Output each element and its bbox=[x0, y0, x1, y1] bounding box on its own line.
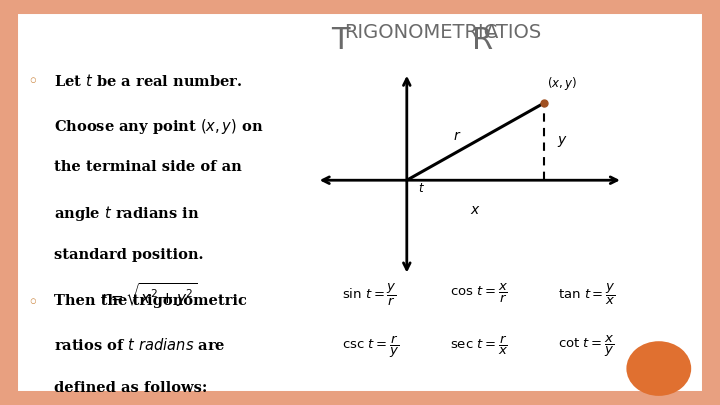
Text: ATIOS: ATIOS bbox=[485, 23, 542, 43]
Text: $(x, y)$: $(x, y)$ bbox=[547, 75, 577, 92]
Text: ◦: ◦ bbox=[27, 294, 38, 311]
Text: Let $t$ be a real number.: Let $t$ be a real number. bbox=[54, 73, 243, 89]
Text: $x$: $x$ bbox=[470, 202, 480, 217]
Ellipse shape bbox=[626, 341, 691, 396]
Text: Choose any point $(x,y)$ on: Choose any point $(x,y)$ on bbox=[54, 117, 264, 136]
Text: $\cot\, t = \dfrac{x}{y}$: $\cot\, t = \dfrac{x}{y}$ bbox=[558, 334, 614, 359]
Text: RIGONOMETRIC: RIGONOMETRIC bbox=[344, 23, 498, 43]
Text: $r$: $r$ bbox=[453, 129, 462, 143]
Text: $t$: $t$ bbox=[418, 182, 426, 195]
Text: the terminal side of an: the terminal side of an bbox=[54, 160, 242, 175]
Text: defined as follows:: defined as follows: bbox=[54, 381, 207, 395]
Text: ◦: ◦ bbox=[27, 73, 38, 91]
Text: R: R bbox=[472, 26, 493, 55]
Text: ratios of $t$ $radians$ are: ratios of $t$ $radians$ are bbox=[54, 337, 225, 354]
Text: $\sec\, t = \dfrac{r}{x}$: $\sec\, t = \dfrac{r}{x}$ bbox=[450, 334, 508, 357]
Text: $\csc\, t = \dfrac{r}{y}$: $\csc\, t = \dfrac{r}{y}$ bbox=[342, 334, 399, 360]
Text: $\sin\, t = \dfrac{y}{r}$: $\sin\, t = \dfrac{y}{r}$ bbox=[342, 281, 397, 308]
Text: $y$: $y$ bbox=[557, 134, 567, 149]
Text: $\tan\, t = \dfrac{y}{x}$: $\tan\, t = \dfrac{y}{x}$ bbox=[558, 281, 616, 307]
Text: angle $t$ radians in: angle $t$ radians in bbox=[54, 204, 199, 223]
Text: Then the trigonometric: Then the trigonometric bbox=[54, 294, 247, 308]
Text: $r = \sqrt{x^2 + y^2}$: $r = \sqrt{x^2 + y^2}$ bbox=[101, 281, 197, 309]
Text: T: T bbox=[331, 26, 350, 55]
Text: $\cos\, t = \dfrac{x}{r}$: $\cos\, t = \dfrac{x}{r}$ bbox=[450, 281, 508, 305]
Text: standard position.: standard position. bbox=[54, 248, 204, 262]
